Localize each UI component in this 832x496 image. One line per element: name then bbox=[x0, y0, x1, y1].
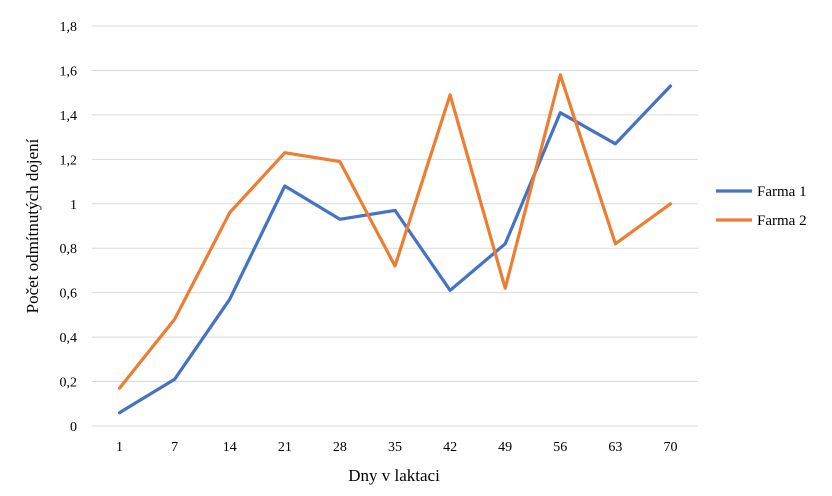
x-tick-label: 35 bbox=[388, 440, 402, 455]
y-tick-label: 0 bbox=[70, 420, 77, 435]
y-tick-label: 0,4 bbox=[60, 331, 78, 346]
y-tick-label: 1,8 bbox=[60, 20, 78, 35]
y-tick-label: 0,2 bbox=[60, 376, 78, 391]
y-tick-label: 1,2 bbox=[60, 153, 78, 168]
x-tick-label: 7 bbox=[171, 440, 178, 455]
series-lines bbox=[117, 73, 673, 415]
legend-label: Farma 1 bbox=[757, 184, 807, 200]
x-tick-label: 63 bbox=[608, 440, 622, 455]
x-tick-label: 1 bbox=[116, 440, 123, 455]
y-axis-title: Počet odmítnutých dojení bbox=[23, 138, 42, 313]
series-line bbox=[117, 84, 673, 415]
x-axis-title: Dny v laktaci bbox=[348, 466, 440, 485]
gridlines bbox=[92, 25, 698, 427]
x-tick-label: 56 bbox=[553, 440, 567, 455]
x-tick-label: 70 bbox=[663, 440, 677, 455]
y-tick-label: 1,6 bbox=[60, 64, 78, 79]
x-tick-label: 14 bbox=[223, 440, 237, 455]
y-tick-labels: 0 0,2 0,4 0,6 0,8 1 1,2 1,4 1,6 1,8 bbox=[60, 20, 78, 435]
y-tick-label: 1 bbox=[70, 198, 77, 213]
legend-label: Farma 2 bbox=[757, 213, 807, 229]
y-tick-label: 1,4 bbox=[60, 109, 78, 124]
x-tick-label: 49 bbox=[498, 440, 512, 455]
x-tick-label: 42 bbox=[443, 440, 457, 455]
y-tick-label: 0,8 bbox=[60, 242, 78, 257]
series-line bbox=[117, 73, 673, 390]
y-tick-label: 0,6 bbox=[60, 287, 78, 302]
legend: Farma 1 Farma 2 bbox=[716, 184, 807, 229]
x-tick-labels: 1 7 14 21 28 35 42 49 56 63 70 bbox=[116, 440, 677, 455]
x-tick-label: 21 bbox=[278, 440, 292, 455]
x-tick-label: 28 bbox=[333, 440, 347, 455]
